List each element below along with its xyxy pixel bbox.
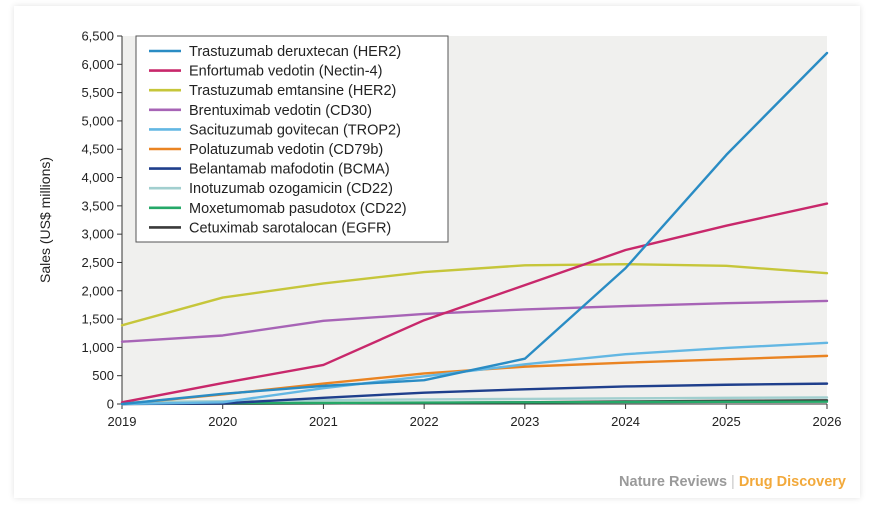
x-tick-label: 2025 bbox=[712, 414, 741, 429]
legend-label: Sacituzumab govitecan (TROP2) bbox=[189, 122, 401, 138]
x-tick-label: 2026 bbox=[813, 414, 842, 429]
legend-label: Trastuzumab deruxtecan (HER2) bbox=[189, 44, 401, 60]
legend: Trastuzumab deruxtecan (HER2) Enfortumab … bbox=[135, 35, 449, 243]
y-tick-label: 1,500 bbox=[81, 312, 114, 327]
legend-label: Trastuzumab emtansine (HER2) bbox=[189, 83, 396, 99]
y-tick-label: 4,500 bbox=[81, 142, 114, 157]
legend-label: Polatuzumab vedotin (CD79b) bbox=[189, 142, 383, 158]
y-tick-label: 5,000 bbox=[81, 113, 114, 128]
y-tick-label: 4,000 bbox=[81, 170, 114, 185]
credit-separator: | bbox=[731, 474, 735, 490]
x-tick-label: 2019 bbox=[108, 414, 137, 429]
legend-label: Brentuximab vedotin (CD30) bbox=[189, 103, 372, 119]
y-axis-label: Sales (US$ millions) bbox=[37, 157, 53, 283]
x-tick-label: 2023 bbox=[510, 414, 539, 429]
y-tick-label: 6,500 bbox=[81, 29, 114, 44]
y-tick-label: 2,500 bbox=[81, 255, 114, 270]
credit-publisher: Nature Reviews bbox=[619, 474, 728, 490]
series-line-4 bbox=[120, 299, 829, 343]
y-tick-label: 3,500 bbox=[81, 198, 114, 213]
legend-box bbox=[135, 35, 449, 243]
publisher-credit: Nature Reviews | Drug Discovery bbox=[619, 474, 846, 490]
chart-figure: 0 500 1,000 1,500 2,000 2,500 3,000 3,500 4,000 4… bbox=[14, 6, 860, 498]
x-tick-label: 2021 bbox=[309, 414, 338, 429]
x-tick-label: 2024 bbox=[611, 414, 640, 429]
legend-label: Moxetumomab pasudotox (CD22) bbox=[189, 201, 407, 217]
y-tick-label: 2,000 bbox=[81, 283, 114, 298]
y-tick-label: 5,500 bbox=[81, 85, 114, 100]
legend-label: Cetuximab sarotalocan (EGFR) bbox=[189, 220, 391, 236]
y-tick-label: 0 bbox=[107, 397, 114, 412]
series-group bbox=[120, 51, 829, 406]
credit-journal: Drug Discovery bbox=[738, 474, 846, 490]
series-line-3 bbox=[120, 262, 829, 327]
series-line-2 bbox=[120, 202, 829, 404]
series-line-7 bbox=[120, 382, 829, 406]
y-tick-label: 6,000 bbox=[81, 57, 114, 72]
legend-label: Belantamab mafodotin (BCMA) bbox=[189, 162, 390, 178]
y-tick-label: 500 bbox=[92, 368, 114, 383]
axes-group: 0 500 1,000 1,500 2,000 2,500 3,000 3,500 4,000 4… bbox=[37, 29, 841, 430]
series-line-1 bbox=[120, 51, 829, 406]
legend-label: Enfortumab vedotin (Nectin-4) bbox=[189, 64, 382, 80]
legend-label: Inotuzumab ozogamicin (CD22) bbox=[189, 181, 393, 197]
sales-line-chart: 0 500 1,000 1,500 2,000 2,500 3,000 3,500 4,000 4… bbox=[37, 29, 841, 430]
y-tick-label: 1,000 bbox=[81, 340, 114, 355]
x-tick-label: 2020 bbox=[208, 414, 237, 429]
x-tick-label: 2022 bbox=[410, 414, 439, 429]
y-tick-label: 3,000 bbox=[81, 227, 114, 242]
